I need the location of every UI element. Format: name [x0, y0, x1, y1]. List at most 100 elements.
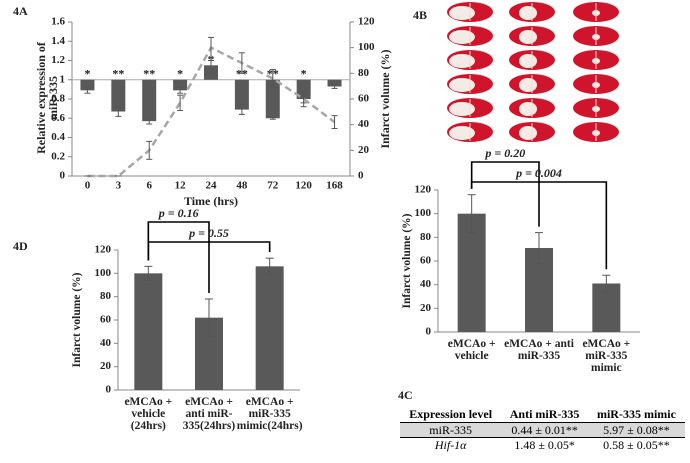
significance-mark: * — [301, 67, 307, 81]
comparison-bracket — [470, 161, 540, 227]
error-bar — [300, 90, 307, 108]
bar — [255, 266, 284, 390]
bar — [327, 79, 342, 87]
y-tick-label: 0 — [426, 326, 432, 338]
error-bar — [208, 60, 214, 71]
y-tick-label: 40 — [420, 278, 432, 290]
y2-tick-label: 80 — [358, 67, 370, 79]
y-tick-label: 0.4 — [51, 131, 65, 143]
table-cell: miR-335 — [400, 422, 502, 438]
error-bar — [144, 265, 153, 281]
y-tick-label: 100 — [415, 207, 432, 219]
bar — [142, 79, 157, 122]
error-bar — [331, 115, 338, 130]
table-header: miR-335 mimic — [587, 407, 685, 423]
infarct-area — [449, 102, 475, 116]
significance-mark: ** — [112, 67, 124, 81]
error-bar — [535, 232, 543, 264]
y-tick-label: 120 — [415, 184, 432, 196]
y2-axis-title: Infarct volume (%) — [378, 49, 392, 149]
y-tick-label: 60 — [100, 314, 112, 326]
y2-tick-label: 120 — [358, 16, 375, 28]
y2-tick-label: 20 — [358, 144, 370, 156]
y-tick-label: 40 — [100, 337, 112, 349]
y-axis-title: Infarct volume (%) — [71, 272, 83, 368]
x-tick-label: eMCAo + vehicle (24hrs) — [124, 396, 173, 432]
error-bar — [269, 68, 276, 88]
y-axis-title: Infarct volume (%) — [401, 213, 413, 309]
x-tick-label: eMCAo + miR-335 mimic(24hrs) — [236, 396, 303, 432]
error-bar — [265, 257, 274, 275]
bar — [111, 79, 126, 112]
x-tick-label: eMCAo + miR-335 mimic — [582, 338, 631, 374]
x-tick-label: 120 — [295, 180, 312, 192]
y-tick-label: 1.2 — [51, 54, 65, 66]
x-tick-label: 48 — [236, 180, 248, 192]
infarct-area — [519, 30, 537, 44]
table-header: Anti miR-335 — [501, 407, 588, 423]
comparison-bracket — [147, 221, 210, 293]
brain-slices-photo — [447, 2, 619, 142]
error-bar — [84, 86, 91, 94]
bar — [134, 273, 163, 390]
y-tick-label: 0.2 — [51, 150, 65, 162]
panel-label: 4C — [398, 388, 413, 402]
y-tick-label: 100 — [95, 267, 112, 279]
y-tick-label: 20 — [420, 302, 432, 314]
comparison-bracket — [147, 241, 271, 261]
table-cell: 0.44 ± 0.01** — [501, 422, 588, 438]
error-bar — [177, 86, 184, 94]
y2-tick-label: 100 — [358, 41, 375, 53]
table-cell: 1.48 ± 0.05* — [514, 438, 575, 452]
x-tick-label: 24 — [206, 180, 218, 192]
y-tick-label: 20 — [100, 360, 112, 372]
y-tick-label: 1 — [60, 73, 66, 85]
x-tick-label: 6 — [146, 180, 152, 192]
error-bar — [146, 140, 153, 160]
infarct-area — [449, 54, 475, 68]
bar — [204, 65, 218, 80]
bar — [80, 79, 95, 91]
y2-tick-label: 40 — [358, 118, 370, 130]
significance-mark: * — [208, 52, 214, 66]
y-tick-label: 1.6 — [51, 16, 65, 28]
comparison-bracket — [470, 181, 608, 270]
x-tick-label: eMCAo + anti miR-335 — [504, 338, 574, 362]
error-bar — [238, 52, 245, 74]
y-tick-label: 80 — [420, 231, 432, 243]
x-tick-label: 168 — [326, 180, 343, 192]
error-bar — [602, 274, 611, 293]
table-cell: 5.97 ± 0.08** — [587, 422, 685, 438]
p-value: p = 0.16 — [158, 206, 199, 220]
infarct-area — [519, 102, 537, 116]
x-tick-label: 0 — [85, 180, 91, 192]
x-tick-label: 72 — [267, 180, 279, 192]
error-bar — [177, 94, 184, 112]
panel-label: 4A — [13, 4, 28, 18]
y-tick-label: 0 — [60, 170, 66, 182]
x-tick-label: eMCAo + vehicle — [447, 338, 496, 362]
significance-mark: ** — [143, 67, 155, 81]
infarct-area — [449, 6, 475, 20]
error-bar — [269, 116, 276, 120]
y-axis-title: Relative expression of miR-335 — [34, 42, 60, 154]
p-value: p = 0.004 — [515, 166, 562, 180]
error-bar — [146, 117, 153, 125]
infarct-area — [519, 78, 537, 92]
infarct-area — [519, 6, 537, 20]
x-tick-label: 12 — [175, 180, 187, 192]
panel-label: 4B — [413, 8, 427, 22]
y-tick-label: 0 — [106, 384, 112, 396]
x-tick-label: 3 — [116, 180, 122, 192]
x-axis-title: Time (hrs) — [184, 194, 238, 208]
infarct-area — [519, 126, 537, 140]
infarct-area — [449, 78, 475, 92]
y-tick-label: 120 — [95, 244, 112, 256]
bar — [173, 79, 188, 91]
y-tick-label: 1.4 — [51, 35, 65, 47]
significance-mark: * — [177, 67, 183, 81]
table-cell: Hif-1α — [434, 438, 467, 452]
infarct-area — [449, 126, 475, 140]
bar — [457, 213, 486, 332]
